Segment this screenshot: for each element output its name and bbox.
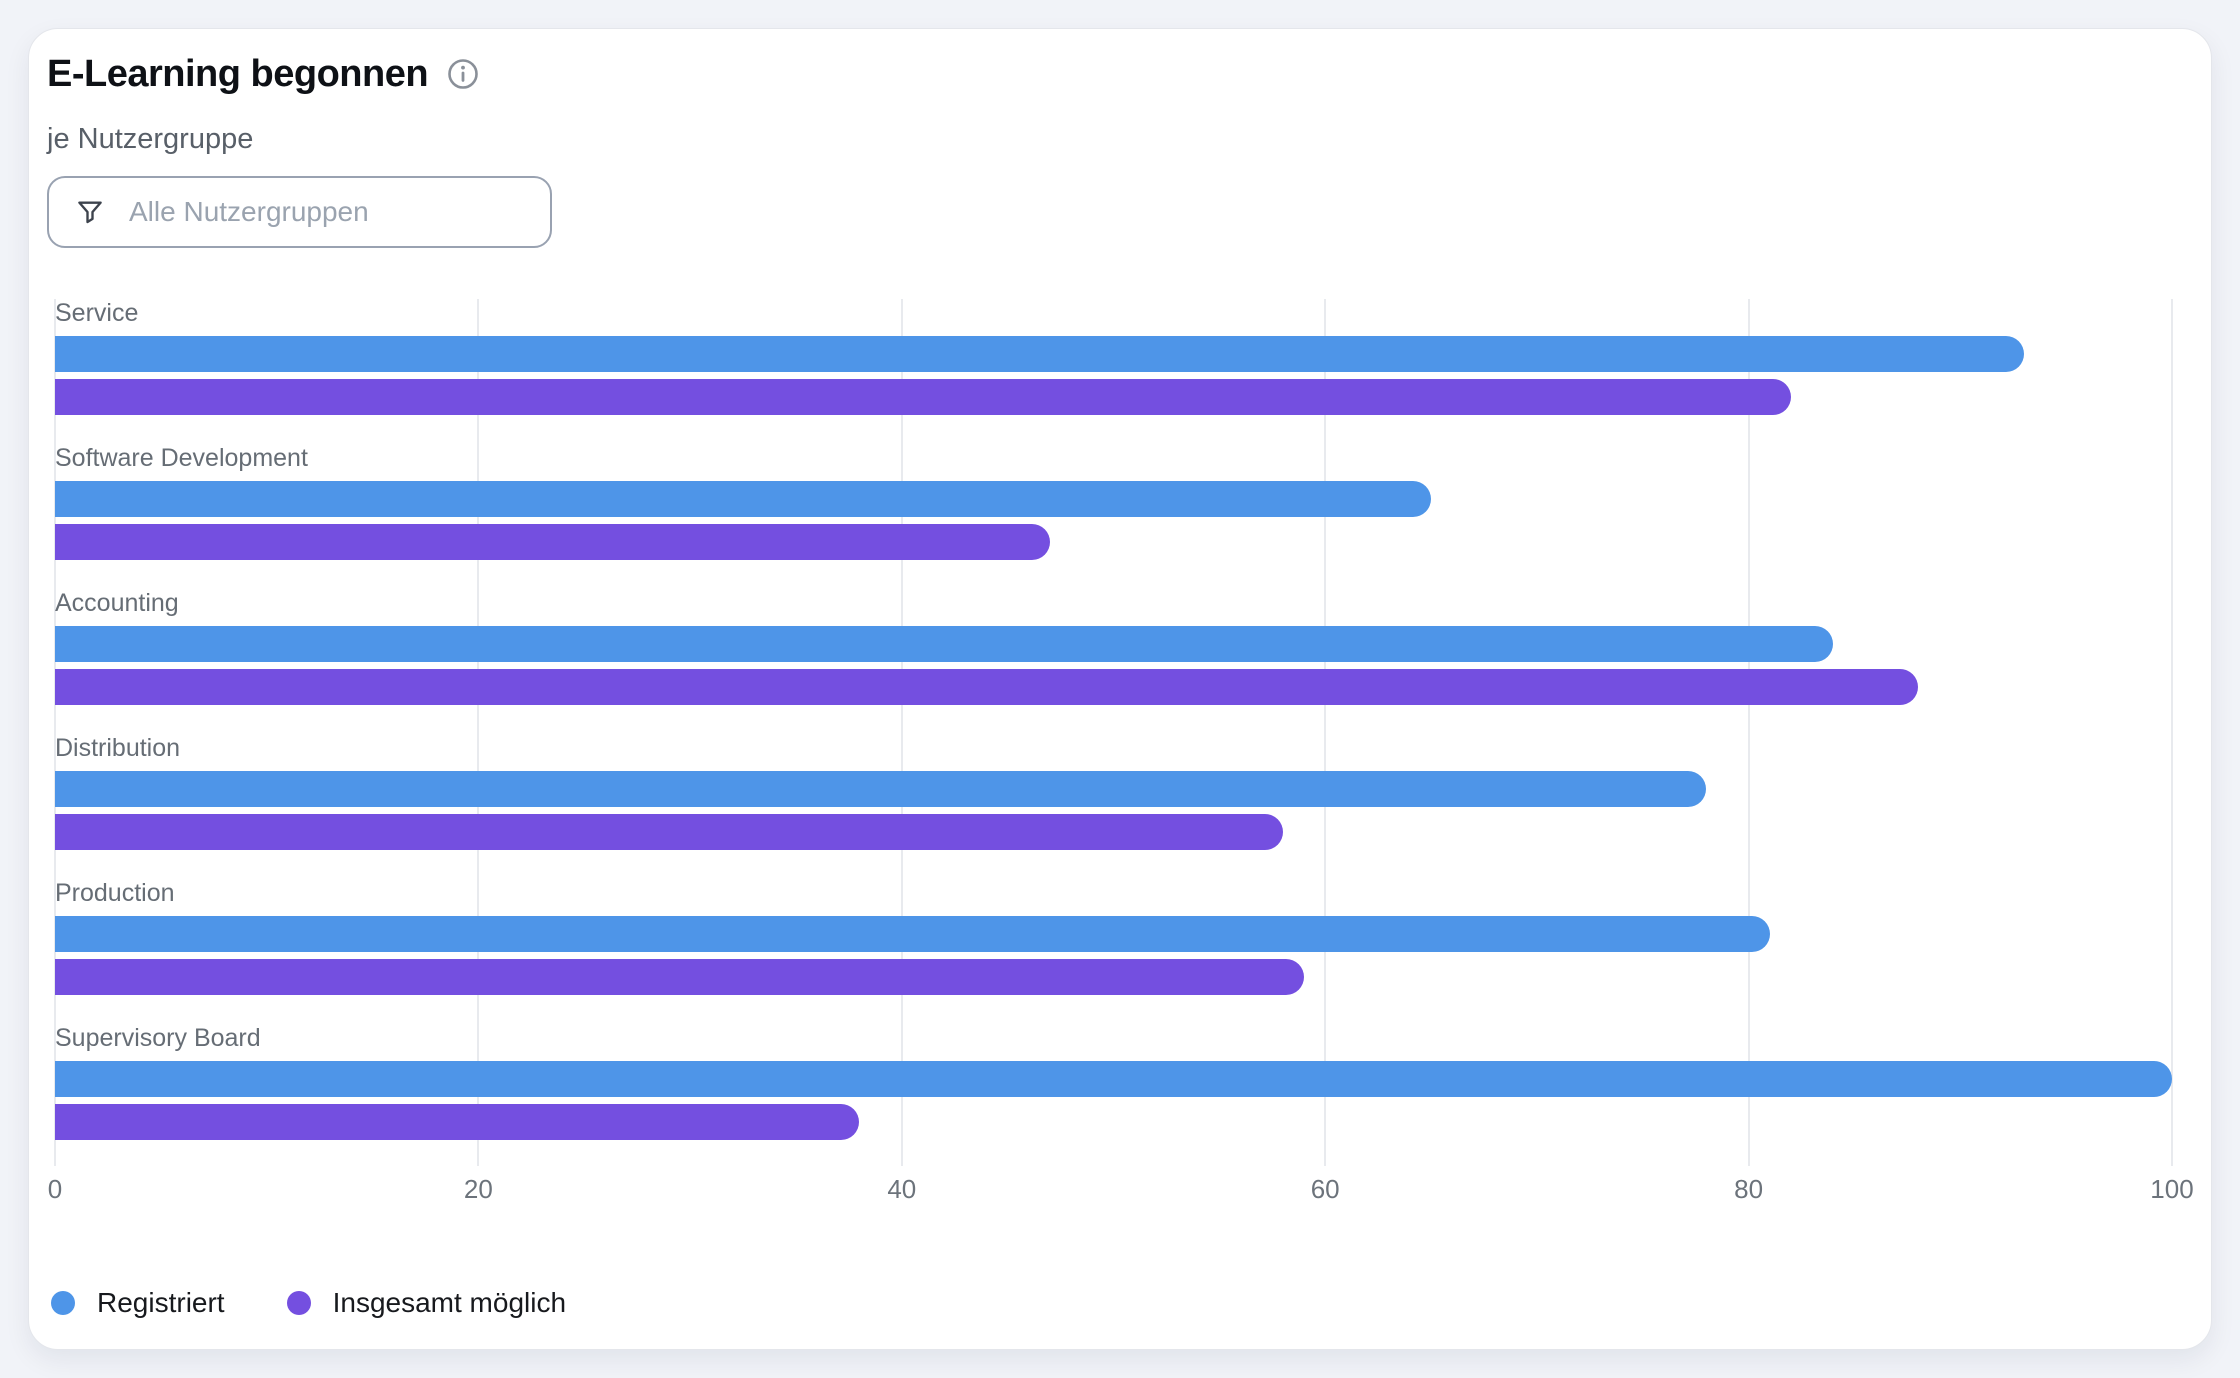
x-tick-label-100: 100	[2150, 1174, 2194, 1204]
legend-item-insgesamt-moglich[interactable]: Insgesamt möglich	[286, 1287, 567, 1319]
category-label-software-development: Software Development	[55, 444, 308, 472]
chart-legend: Registriert Insgesamt möglich	[51, 1287, 628, 1319]
bar-registriert-production[interactable]	[55, 916, 1770, 952]
bar-group-supervisory-board: Supervisory Board	[55, 1024, 2172, 1169]
chart-title: E-Learning begonnen	[47, 53, 429, 95]
gridline-20	[477, 299, 480, 1166]
chart-header: E-Learning begonnen je Nutzergruppe	[47, 49, 480, 156]
bar-insgesamt-moglich-software-development[interactable]	[55, 524, 1050, 560]
x-tick-label-80: 80	[1734, 1174, 1764, 1204]
bar-registriert-software-development[interactable]	[55, 481, 1432, 517]
bar-group-software-development: Software Development	[55, 444, 2172, 589]
usergroup-filter[interactable]	[47, 176, 552, 248]
funnel-icon	[75, 197, 105, 227]
gridline-100	[2171, 299, 2173, 1166]
bar-registriert-distribution[interactable]	[55, 771, 1707, 807]
category-label-supervisory-board: Supervisory Board	[55, 1024, 261, 1052]
legend-dot-registriert	[51, 1291, 75, 1315]
bar-insgesamt-moglich-distribution[interactable]	[55, 814, 1283, 850]
bar-insgesamt-moglich-service[interactable]	[55, 379, 1791, 415]
bar-registriert-supervisory-board[interactable]	[55, 1061, 2172, 1097]
category-label-accounting: Accounting	[55, 589, 179, 617]
bar-group-distribution: Distribution	[55, 734, 2172, 879]
gridline-60	[1324, 299, 1327, 1166]
legend-label-registriert: Registriert	[97, 1287, 225, 1318]
bar-group-accounting: Accounting	[55, 589, 2172, 734]
legend-item-registriert[interactable]: Registriert	[51, 1287, 225, 1319]
bar-group-service: Service	[55, 299, 2172, 444]
legend-dot-insgesamt-moglich	[286, 1291, 311, 1315]
gridline-0	[54, 299, 56, 1166]
chart-subtitle: je Nutzergruppe	[47, 123, 254, 155]
category-label-distribution: Distribution	[55, 734, 181, 762]
legend-label-insgesamt-moglich: Insgesamt möglich	[332, 1287, 567, 1318]
bar-registriert-service[interactable]	[55, 336, 2024, 372]
bar-insgesamt-moglich-production[interactable]	[55, 959, 1305, 995]
category-label-service: Service	[55, 299, 139, 327]
gridline-80	[1747, 299, 1750, 1166]
category-label-production: Production	[55, 879, 175, 907]
bar-registriert-accounting[interactable]	[55, 626, 1834, 662]
x-tick-label-20: 20	[463, 1174, 493, 1204]
usergroup-filter-input[interactable]	[127, 195, 524, 229]
bar-insgesamt-moglich-supervisory-board[interactable]	[55, 1104, 860, 1140]
chart-card: E-Learning begonnen je Nutzergruppe 0 20 4…	[28, 28, 2212, 1350]
x-tick-label-40: 40	[887, 1174, 917, 1204]
x-tick-label-60: 60	[1310, 1174, 1340, 1204]
gridline-40	[900, 299, 903, 1166]
bar-insgesamt-moglich-accounting[interactable]	[55, 669, 1918, 705]
bar-group-production: Production	[55, 879, 2172, 1024]
info-icon[interactable]	[446, 57, 480, 91]
x-tick-label-0: 0	[47, 1174, 63, 1204]
bar-chart: 0 20 40 60 80 100 Service Software Development A…	[48, 299, 2194, 1211]
